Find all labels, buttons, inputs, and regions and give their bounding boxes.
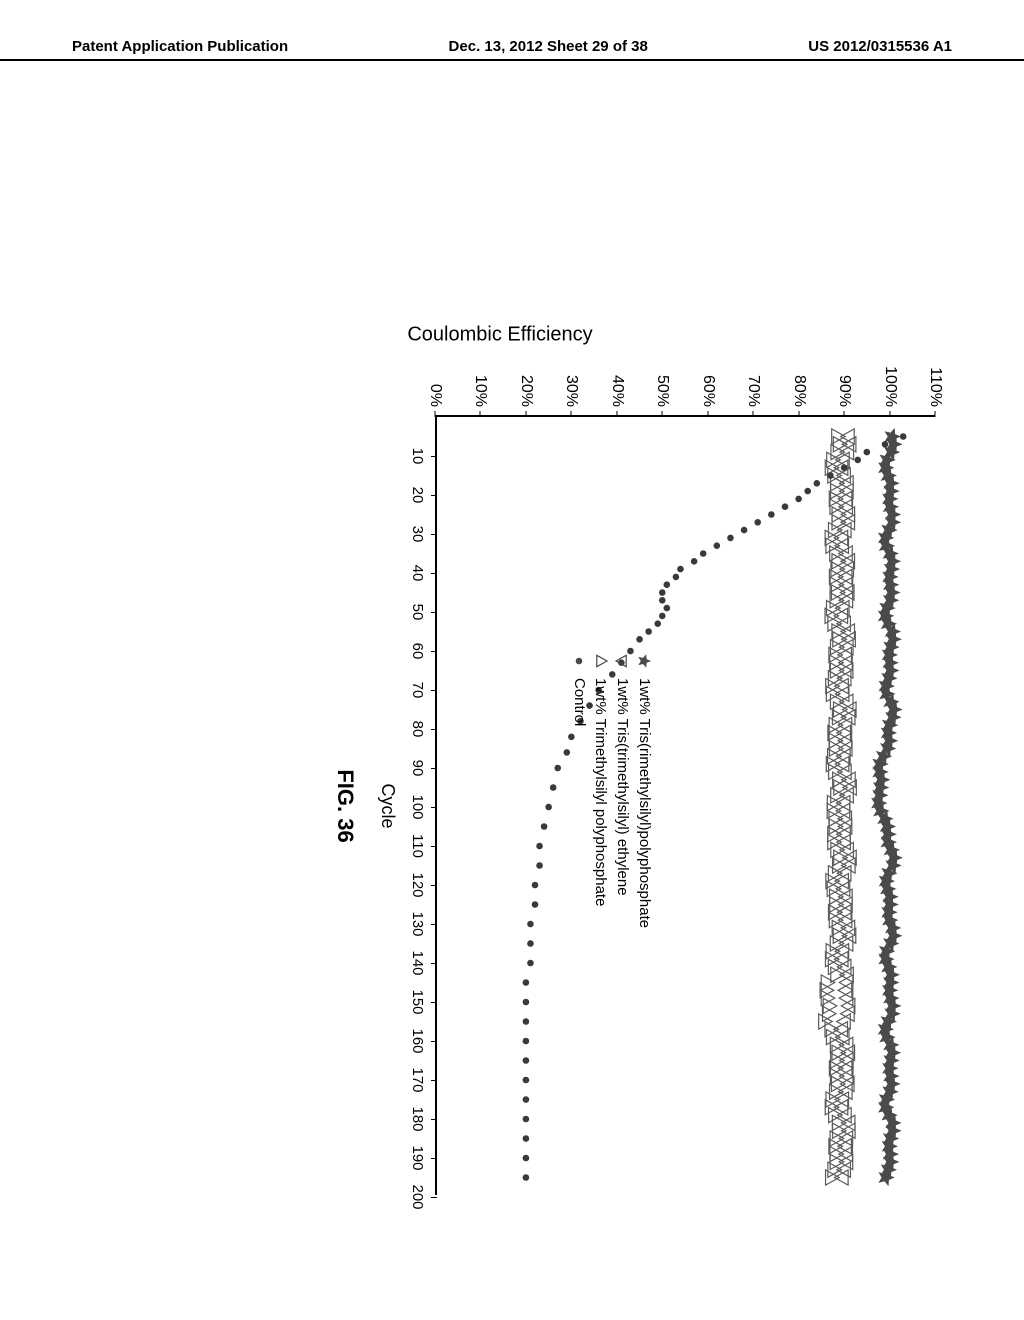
legend-marker-icon <box>571 652 587 670</box>
x-tick-label: 140 <box>409 950 426 975</box>
x-tick-label: 160 <box>409 1028 426 1053</box>
y-tick-label: 20% <box>517 357 535 407</box>
y-tick-label: 90% <box>835 357 853 407</box>
x-tick-label: 100 <box>409 794 426 819</box>
x-tick-label: 60 <box>409 643 426 660</box>
legend-label: 1wt% Tris(trimethylsilyl) ethylene <box>612 678 634 896</box>
legend-row: Control <box>568 652 590 928</box>
x-tick-label: 130 <box>409 911 426 936</box>
y-tick-label: 40% <box>608 357 626 407</box>
x-tick-label: 10 <box>409 448 426 465</box>
legend-row: 1wt% Trimethylsilyl polyphosphate <box>590 652 612 928</box>
legend-label: 1wt% Trimethylsilyl polyphosphate <box>590 678 612 906</box>
y-axis-label: Coulombic Efficiency <box>407 324 592 347</box>
legend-marker-icon <box>593 652 609 670</box>
y-tick-label: 10% <box>471 357 489 407</box>
y-tick-label: 80% <box>790 357 808 407</box>
y-tick-label: 30% <box>562 357 580 407</box>
legend-row: 1wt% Tris(rimethylsilyl)polyphosphate <box>633 652 655 928</box>
x-tick-label: 50 <box>409 604 426 621</box>
x-tick-label: 80 <box>409 721 426 738</box>
legend-marker-icon <box>614 652 630 670</box>
legend-marker-icon <box>636 652 652 670</box>
x-tick-label: 30 <box>409 526 426 543</box>
header-center: Dec. 13, 2012 Sheet 29 of 38 <box>449 38 648 55</box>
legend: 1wt% Tris(rimethylsilyl)polyphosphate1wt… <box>568 652 655 928</box>
legend-row: 1wt% Tris(trimethylsilyl) ethylene <box>612 652 634 928</box>
x-tick-label: 190 <box>409 1145 426 1170</box>
chart-container: Coulombic Efficiency Cycle FIG. 36 0% 10%… <box>25 305 975 1005</box>
x-tick-label: 40 <box>409 565 426 582</box>
y-tick-label: 110% <box>926 357 944 407</box>
y-tick-label: 70% <box>744 357 762 407</box>
x-tick-label: 200 <box>409 1184 426 1209</box>
x-tick-label: 120 <box>409 872 426 897</box>
page-header: Patent Application Publication Dec. 13, … <box>0 38 1024 61</box>
y-tick-label: 50% <box>653 357 671 407</box>
chart-svg <box>435 417 935 1197</box>
legend-label: Control <box>568 678 590 726</box>
plot-area: Cycle FIG. 36 0%10%20%30%40%50%60%70%80%… <box>435 415 935 1195</box>
x-tick-label: 90 <box>409 760 426 777</box>
x-tick-label: 150 <box>409 989 426 1014</box>
x-tick-label: 170 <box>409 1067 426 1092</box>
x-axis-label: Cycle <box>377 783 398 828</box>
legend-label: 1wt% Tris(rimethylsilyl)polyphosphate <box>633 678 655 928</box>
x-tick-label: 20 <box>409 487 426 504</box>
y-tick-label: 0% <box>426 357 444 407</box>
y-tick-label: 60% <box>699 357 717 407</box>
header-right: US 2012/0315536 A1 <box>808 38 952 55</box>
figure-label: FIG. 36 <box>332 769 358 842</box>
header-left: Patent Application Publication <box>72 38 288 55</box>
y-tick-label: 100% <box>881 357 899 407</box>
x-tick-label: 110 <box>409 834 426 858</box>
x-tick-label: 70 <box>409 682 426 699</box>
x-tick-label: 180 <box>409 1106 426 1131</box>
